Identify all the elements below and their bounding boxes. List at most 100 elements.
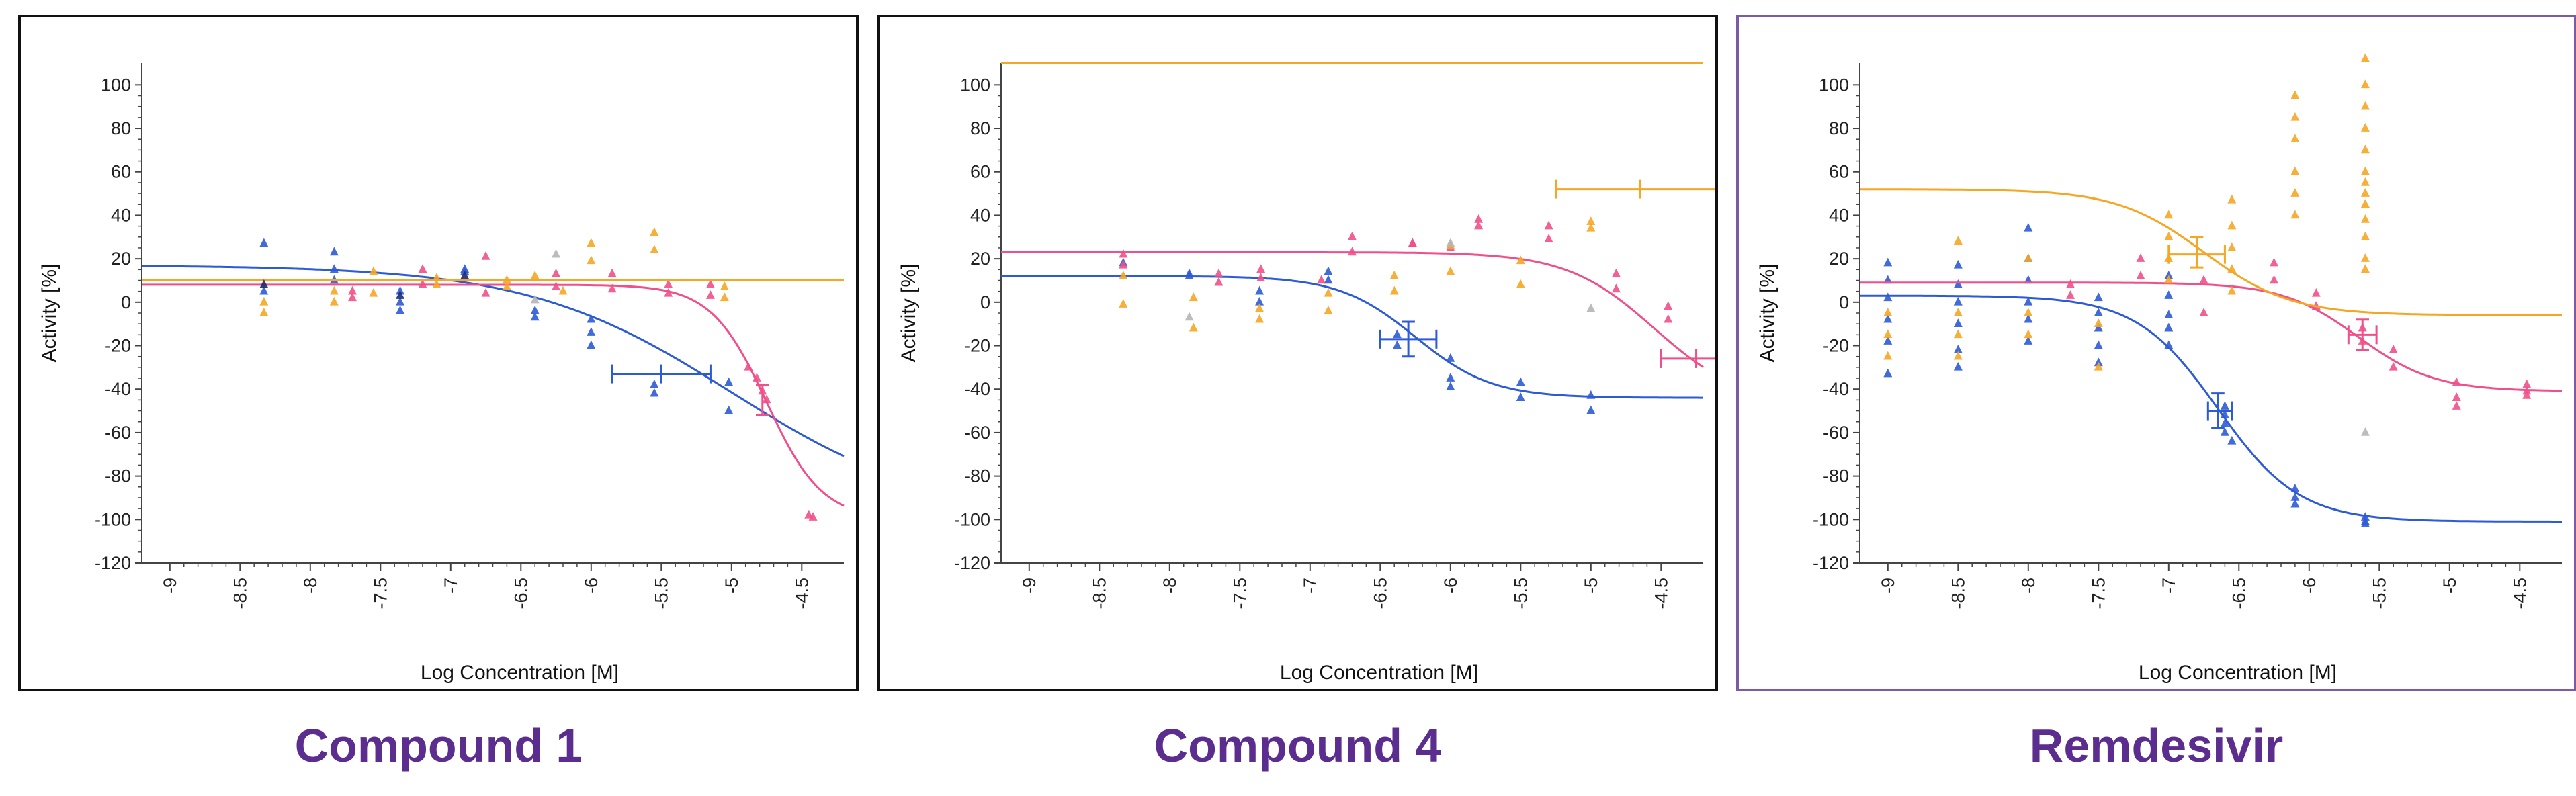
data-point-blue: [396, 285, 405, 295]
data-point-orange: [1324, 288, 1333, 297]
x-tick-label: -9: [1019, 578, 1039, 594]
x-tick-label: -8: [300, 578, 320, 594]
data-point-navy: [259, 279, 269, 288]
data-point-pink: [1408, 238, 1417, 247]
y-tick-label: -80: [1823, 466, 1849, 486]
data-point-orange: [2360, 101, 2370, 110]
y-tick-label: 60: [111, 162, 131, 182]
data-point-orange: [259, 308, 269, 316]
y-tick-label: -80: [105, 466, 131, 486]
data-point-pink: [2270, 257, 2279, 267]
series-pink: [1860, 253, 2563, 410]
data-point-pink: [2136, 271, 2145, 279]
x-tick-label: -7: [1300, 578, 1320, 594]
data-point-pink: [552, 268, 561, 277]
y-tick-label: -80: [964, 466, 990, 486]
data-point-blue: [1446, 373, 1455, 382]
x-tick-label: -6.5: [2229, 578, 2249, 609]
data-point-orange: [2290, 166, 2300, 175]
x-tick-label: -7.5: [2088, 578, 2108, 609]
x-tick-label: -6: [2299, 578, 2319, 594]
x-tick-label: -8: [2018, 578, 2038, 594]
data-point-pink: [744, 361, 753, 371]
data-point-orange: [530, 271, 540, 279]
data-point-orange: [558, 285, 568, 295]
x-tick-label: -6: [1441, 578, 1461, 594]
dose-response-chart-compound-1: -120 -100 -80 -60 -40 -20 0 20 40 60 80 100 -9 -8.5 -8…: [38, 63, 845, 684]
x-tick-label: -8: [1160, 578, 1180, 594]
data-point-orange: [1953, 308, 1963, 316]
data-point-blue: [2164, 340, 2174, 349]
data-point-orange: [1446, 266, 1455, 275]
data-point-orange: [1516, 279, 1525, 288]
data-point-orange: [2360, 188, 2370, 197]
data-point-orange: [259, 296, 269, 306]
data-point-pink: [1544, 220, 1553, 230]
data-point-pink: [552, 281, 561, 290]
y-tick-label: 0: [1839, 292, 1849, 312]
data-point-blue: [2164, 322, 2174, 332]
axes: -120 -100 -80 -60 -40 -20 0 20 40 60 80 100 -9 -8.5 -8…: [1756, 63, 2562, 684]
data-point-blue: [1953, 318, 1963, 327]
data-point-orange: [2227, 285, 2237, 295]
data-point-pink: [1611, 283, 1621, 293]
data-point-blue: [1953, 279, 1963, 288]
data-point-orange: [2024, 308, 2033, 316]
y-tick-label: 0: [121, 292, 131, 312]
y-tick-label: 80: [111, 118, 131, 138]
data-point-blue: [724, 377, 734, 386]
data-point-blue: [1586, 390, 1596, 399]
y-tick-label: 80: [970, 118, 990, 138]
y-tick-label: 100: [101, 75, 131, 95]
data-point-blue: [1255, 285, 1264, 295]
data-point-orange: [1883, 308, 1893, 316]
y-tick-label: -40: [1823, 379, 1849, 399]
x-tick-label: -5.5: [651, 578, 671, 609]
data-point-orange: [369, 266, 378, 275]
data-point-pink: [2522, 390, 2532, 399]
data-point-blue: [587, 314, 596, 323]
data-point-blue: [2290, 492, 2300, 501]
data-point-orange: [432, 279, 441, 288]
y-tick-label: -60: [1823, 423, 1849, 443]
data-point-pink: [2522, 379, 2532, 388]
data-point-pink: [418, 264, 427, 273]
data-point-blue: [2220, 410, 2229, 418]
x-tick-label: -4.5: [1651, 578, 1671, 609]
data-point-blue: [2164, 310, 2174, 319]
y-tick-label: -20: [105, 336, 131, 356]
data-point-orange: [502, 275, 511, 284]
data-point-pink: [1256, 264, 1266, 273]
x-tick-label: -8.5: [1089, 578, 1109, 609]
data-point-blue: [1516, 377, 1525, 386]
y-tick-label: -100: [95, 509, 131, 529]
y-tick-label: -40: [105, 379, 131, 399]
data-point-orange: [502, 281, 511, 290]
data-point-blue: [1185, 271, 1194, 279]
data-point-blue: [460, 264, 470, 273]
data-point-blue: [2290, 484, 2300, 492]
data-point-pink: [1544, 234, 1553, 242]
data-point-pink: [705, 279, 715, 288]
data-point-blue: [587, 327, 596, 336]
data-point-blue: [2227, 435, 2237, 445]
data-point-orange: [2094, 361, 2103, 371]
data-point-navy: [396, 290, 405, 299]
fit-curve-blue: [142, 265, 845, 457]
data-point-blue: [396, 305, 405, 314]
data-point-pink: [1119, 259, 1128, 269]
data-point-pink: [1664, 314, 1673, 323]
data-point-blue: [1516, 392, 1525, 401]
x-tick-label: -5: [2440, 578, 2460, 594]
series-blue: [1860, 222, 2562, 527]
data-point-blue: [2094, 322, 2103, 332]
data-point-blue: [2360, 518, 2370, 527]
data-point-orange: [1119, 299, 1128, 308]
data-point-pink: [664, 279, 673, 288]
y-tick-label: -20: [1823, 336, 1849, 356]
series-pink: [142, 251, 845, 521]
data-point-blue: [530, 305, 540, 314]
data-point-blue: [2164, 290, 2174, 299]
data-point-blue: [1883, 275, 1893, 284]
data-point-grey: [1446, 238, 1455, 247]
